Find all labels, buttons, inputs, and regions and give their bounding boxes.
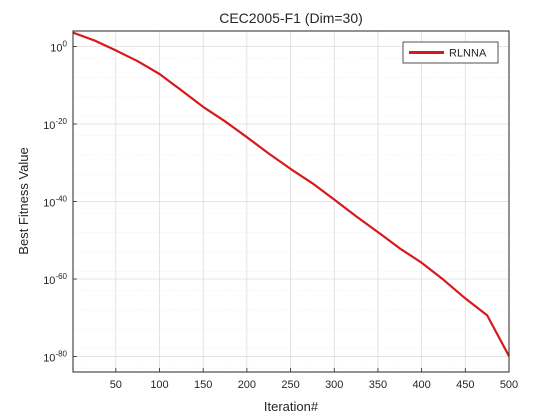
series-line-rlnna xyxy=(72,31,510,357)
x-tick-label: 400 xyxy=(412,379,430,391)
minor-grid xyxy=(73,38,509,369)
x-tick-label: 150 xyxy=(194,379,212,391)
y-tick-label: 10-20 xyxy=(43,117,67,132)
chart-title: CEC2005-F1 (Dim=30) xyxy=(219,10,363,26)
legend-label-rlnna: RLNNA xyxy=(449,48,487,60)
y-tick-label: 10-60 xyxy=(43,272,67,287)
y-tick-label: 10-40 xyxy=(43,195,67,210)
y-tick-label: 100 xyxy=(50,40,67,55)
x-tick-label: 350 xyxy=(369,379,387,391)
series-layer xyxy=(72,31,510,357)
x-tick-label: 300 xyxy=(325,379,343,391)
y-tick-label: 10-80 xyxy=(43,350,67,365)
major-grid xyxy=(73,31,509,372)
x-tick-label: 50 xyxy=(110,379,122,391)
legend: RLNNA xyxy=(402,41,499,64)
x-tick-label: 250 xyxy=(281,379,299,391)
y-axis-ticks: 100 10-20 10-40 10-60 10-80 xyxy=(43,40,77,365)
x-axis-label: Iteration# xyxy=(264,399,319,414)
x-tick-label: 100 xyxy=(150,379,168,391)
x-axis-ticks: 50 100 150 200 250 300 350 400 450 500 xyxy=(110,368,518,391)
y-axis-label: Best Fitness Value xyxy=(16,147,31,254)
x-tick-label: 500 xyxy=(500,379,518,391)
x-tick-label: 450 xyxy=(456,379,474,391)
x-tick-label: 200 xyxy=(238,379,256,391)
legend-box xyxy=(402,41,499,64)
